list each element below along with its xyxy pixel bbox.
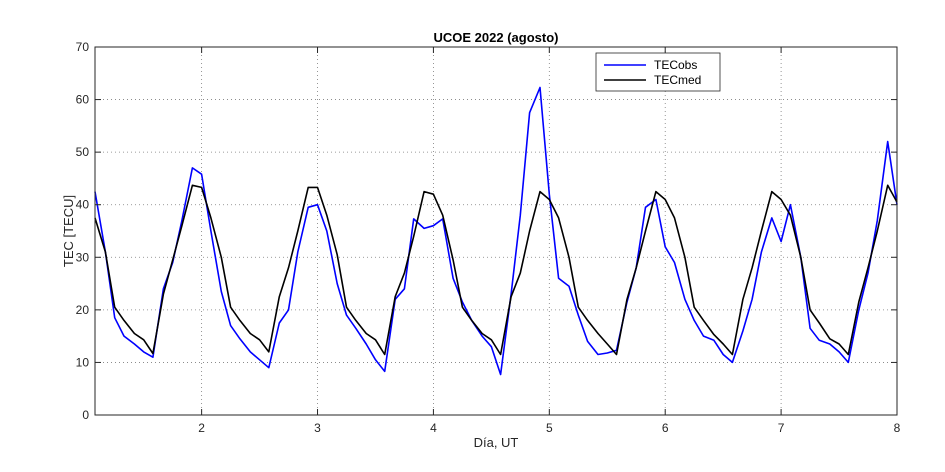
legend-label-tecmed: TECmed [654, 73, 701, 87]
y-tick-label: 0 [82, 408, 89, 422]
x-tick-label: 6 [662, 421, 669, 435]
x-tick-label: 7 [778, 421, 785, 435]
series-line-tecmed [94, 184, 898, 356]
x-tick-label: 4 [430, 421, 437, 435]
y-axis-label: TEC [TECU] [61, 195, 76, 267]
x-tick-label: 2 [198, 421, 205, 435]
series-line-tecobs [94, 86, 898, 376]
axis-ticks: 0 10 20 30 40 50 60 70 2 3 4 5 6 7 8 [76, 40, 901, 435]
y-tick-label: 20 [76, 303, 90, 317]
y-tick-label: 40 [76, 198, 90, 212]
y-tick-label: 60 [76, 93, 90, 107]
plot-area [95, 47, 897, 415]
x-tick-label: 5 [546, 421, 553, 435]
series-layer [94, 86, 898, 376]
y-tick-label: 70 [76, 40, 90, 54]
y-tick-label: 30 [76, 250, 90, 264]
y-tick-label: 10 [76, 355, 90, 369]
x-tick-label: 3 [314, 421, 321, 435]
y-tick-label: 50 [76, 145, 90, 159]
x-tick-label: 8 [894, 421, 901, 435]
legend-box [595, 52, 721, 92]
legend-label-tecobs: TECobs [654, 58, 697, 72]
plot-frame [94, 46, 898, 416]
chart-title: UCOE 2022 (agosto) [434, 30, 559, 45]
x-axis-label: Día, UT [474, 435, 519, 450]
